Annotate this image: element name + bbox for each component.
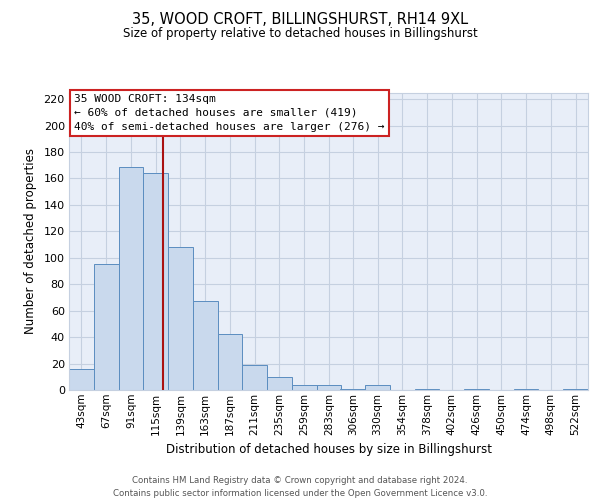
Bar xyxy=(143,173,168,390)
Bar xyxy=(292,384,317,390)
Bar xyxy=(514,388,538,390)
Bar xyxy=(94,264,119,390)
Bar xyxy=(415,388,439,390)
Bar xyxy=(267,377,292,390)
Bar xyxy=(365,384,390,390)
Text: 35 WOOD CROFT: 134sqm
← 60% of detached houses are smaller (419)
40% of semi-det: 35 WOOD CROFT: 134sqm ← 60% of detached … xyxy=(74,94,385,132)
Bar xyxy=(119,166,143,390)
Bar xyxy=(218,334,242,390)
Bar xyxy=(340,388,365,390)
Text: Contains HM Land Registry data © Crown copyright and database right 2024.
Contai: Contains HM Land Registry data © Crown c… xyxy=(113,476,487,498)
Bar xyxy=(464,388,489,390)
Bar xyxy=(563,388,588,390)
Bar xyxy=(317,384,341,390)
Bar xyxy=(168,247,193,390)
Bar xyxy=(193,302,218,390)
Y-axis label: Number of detached properties: Number of detached properties xyxy=(23,148,37,334)
X-axis label: Distribution of detached houses by size in Billingshurst: Distribution of detached houses by size … xyxy=(166,443,491,456)
Bar xyxy=(69,369,94,390)
Bar xyxy=(242,365,267,390)
Text: 35, WOOD CROFT, BILLINGSHURST, RH14 9XL: 35, WOOD CROFT, BILLINGSHURST, RH14 9XL xyxy=(132,12,468,28)
Text: Size of property relative to detached houses in Billingshurst: Size of property relative to detached ho… xyxy=(122,28,478,40)
